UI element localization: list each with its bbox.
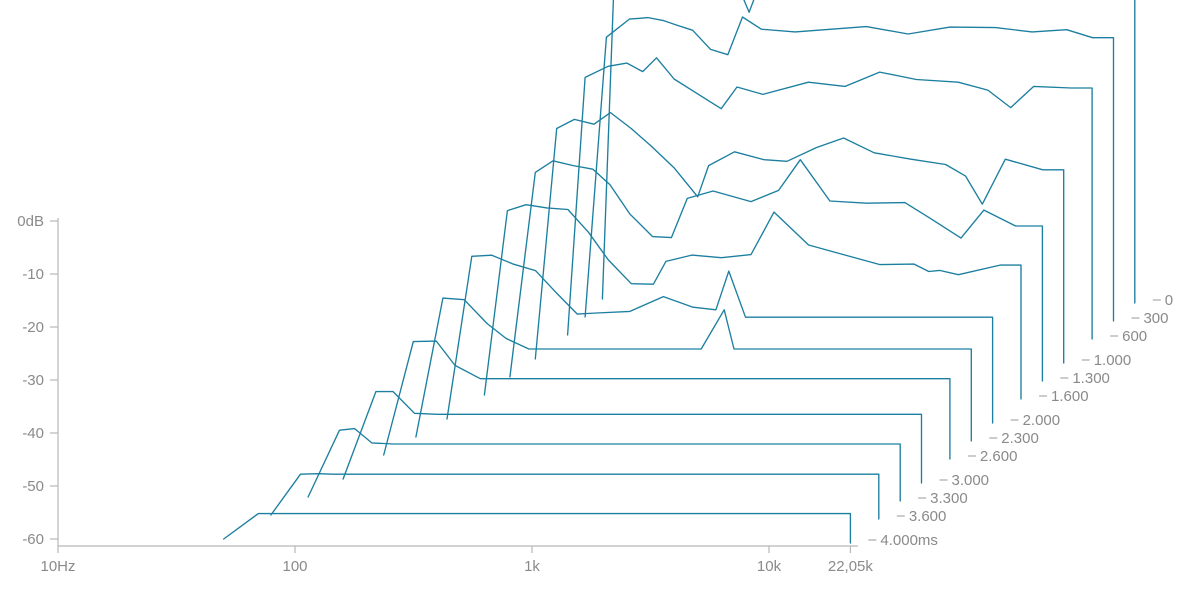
x-tick-label: 100 [282, 558, 307, 575]
slice-label: 2.000 [1023, 412, 1061, 429]
y-ticks: 0dB -10 -20 -30 -40 -50 -60 [17, 213, 58, 548]
slice-line-3000ms [342, 390, 923, 484]
slice-label: 2.600 [980, 448, 1018, 465]
y-tick-label: -20 [22, 319, 44, 336]
slice-line-300ms [584, 16, 1115, 322]
slice-label: 4.000ms [880, 532, 938, 549]
y-tick-label: -30 [22, 372, 44, 389]
slice-label: 3.000 [951, 472, 989, 489]
x-ticks: 10Hz 100 1k 10k 22,05k [40, 546, 873, 575]
slice-label: 0 [1165, 292, 1173, 309]
slices [223, 0, 1136, 544]
axes [57, 218, 858, 547]
slice-line-600ms [566, 57, 1093, 340]
slice-label: 1.600 [1051, 388, 1089, 405]
y-tick-label: -40 [22, 425, 44, 442]
slice-label: 3.300 [930, 490, 968, 507]
x-tick-label: 1k [524, 558, 540, 575]
slice-line-3300ms [307, 427, 901, 502]
y-tick-label: 0dB [17, 213, 44, 230]
slice-line-1000ms [534, 111, 1065, 364]
slice-label: 300 [1143, 310, 1168, 327]
x-tick-label: 22,05k [828, 558, 874, 575]
slice-label: 3.600 [909, 508, 947, 525]
slice-line-2600ms [383, 340, 951, 460]
slice-line-2300ms [415, 297, 972, 442]
slice-line-1600ms [483, 204, 1022, 400]
slice-line-1300ms [509, 159, 1044, 382]
x-tick-label: 10Hz [40, 558, 75, 575]
y-tick-label: -50 [22, 478, 44, 495]
slice-label: 1.300 [1072, 370, 1110, 387]
y-tick-label: -10 [22, 266, 44, 283]
slice-line-2000ms [446, 254, 994, 424]
slice-line-4000ms [223, 512, 852, 544]
y-tick-label: -60 [22, 531, 44, 548]
slice-label: 600 [1122, 328, 1147, 345]
x-tick-label: 10k [757, 558, 782, 575]
slice-label: 2.300 [1001, 430, 1039, 447]
slice-label: 1.000 [1094, 352, 1132, 369]
slice-line-3600ms [270, 473, 880, 520]
